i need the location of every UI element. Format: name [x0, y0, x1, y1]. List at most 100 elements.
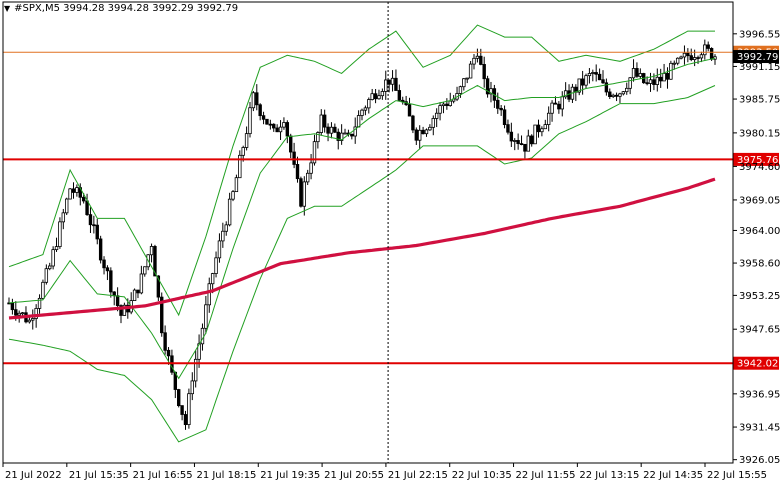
candle-body	[20, 312, 25, 315]
candle-body	[462, 78, 466, 88]
candle-body	[424, 129, 429, 135]
candle-body	[51, 249, 55, 267]
candle-body	[706, 44, 710, 49]
candle-body	[516, 140, 520, 144]
x-tick-label: 22 Jul 13:15	[579, 470, 639, 481]
candle-body	[183, 414, 188, 426]
candle-body	[567, 90, 571, 100]
moving-average-line	[8, 177, 716, 320]
candle-body	[546, 112, 551, 125]
candle-body	[438, 105, 442, 114]
collapse-triangle-icon[interactable]: ▼	[4, 4, 11, 13]
x-tick-label: 21 Jul 2022	[5, 470, 62, 481]
candle-body	[295, 164, 300, 180]
candle-body	[31, 318, 35, 321]
level-price-tag	[733, 152, 779, 166]
candle-body	[312, 141, 317, 164]
candle-body	[122, 304, 127, 316]
candle-body	[468, 63, 473, 79]
candle-body	[81, 196, 86, 202]
candle-body	[472, 57, 476, 65]
candle-body	[434, 112, 439, 119]
candle-body	[282, 122, 286, 128]
candle-body	[221, 230, 225, 242]
candle-body	[234, 177, 239, 193]
candle-body	[465, 77, 469, 80]
candle-body	[608, 91, 612, 97]
candle-body	[360, 109, 364, 116]
candle-body	[533, 124, 537, 145]
candle-body	[326, 126, 330, 134]
candle-body	[614, 94, 619, 97]
candle-body	[71, 188, 76, 193]
candle-body	[689, 55, 693, 61]
candle-body	[645, 82, 649, 85]
candle-body	[550, 102, 554, 114]
y-tick-label: 3991.15	[739, 62, 780, 73]
current-price-label: 3992.79	[737, 52, 778, 63]
candle-body	[75, 187, 79, 193]
candle-body	[102, 259, 106, 269]
candle-body	[115, 295, 120, 306]
candle-body	[258, 104, 262, 117]
header-open: 3994.28	[63, 3, 105, 14]
y-tick-label: 3953.25	[739, 291, 780, 302]
candle-body	[166, 349, 171, 357]
candle-body	[662, 73, 666, 82]
candle-body	[136, 289, 140, 294]
candle-body	[540, 128, 544, 133]
candle-body	[112, 291, 116, 297]
candle-body	[692, 57, 697, 61]
candle-body	[238, 154, 242, 179]
candle-body	[109, 270, 113, 293]
x-tick-label: 21 Jul 19:35	[260, 470, 320, 481]
candle-body	[204, 304, 208, 329]
candle-body	[217, 240, 222, 259]
x-tick-label: 21 Jul 15:35	[69, 470, 129, 481]
candle-body	[536, 124, 541, 133]
candle-body	[390, 77, 395, 85]
candle-body	[329, 126, 334, 134]
candle-body	[604, 82, 609, 93]
candle-body	[224, 224, 228, 232]
candle-body	[530, 135, 534, 145]
header-close: 3992.79	[196, 3, 239, 14]
candle-body	[448, 100, 452, 107]
candle-body	[248, 107, 252, 135]
candle-body	[139, 273, 144, 294]
candle-body	[373, 93, 378, 100]
candle-body	[489, 88, 493, 95]
candle-body	[675, 57, 680, 64]
candle-body	[272, 123, 276, 129]
candle-body	[380, 91, 385, 97]
chart-header: ▼ #SPX,M5 3994.28 3994.28 3992.29 3992.79	[4, 3, 238, 14]
candle-body	[560, 96, 564, 110]
candle-body	[519, 143, 524, 145]
level-price-tag	[733, 356, 779, 370]
bollinger-lower-line	[8, 85, 716, 443]
candle-body	[160, 296, 164, 334]
candle-body	[54, 246, 59, 251]
candle-body	[316, 132, 320, 143]
candle-body	[502, 109, 507, 126]
candle-body	[648, 79, 653, 84]
candle-body	[244, 133, 249, 148]
candle-body	[384, 79, 388, 92]
candle-body	[397, 90, 402, 101]
moving-average-layer	[8, 177, 716, 320]
candle-body	[180, 405, 184, 415]
axes-layer: 3996.55 3991.15 3985.75 3980.15 3974.60 3969.…	[2, 1, 780, 481]
candle-body	[407, 104, 412, 117]
candle-body	[584, 75, 588, 86]
candle-body	[686, 52, 690, 57]
candle-body	[353, 126, 357, 137]
candle-body	[513, 140, 517, 142]
candle-body	[187, 393, 191, 426]
candle-body	[34, 308, 38, 319]
candle-body	[445, 103, 449, 107]
x-tick-label: 21 Jul 22:15	[388, 470, 448, 481]
candle-body	[523, 143, 527, 152]
candle-body	[292, 151, 296, 165]
candle-body	[251, 92, 256, 109]
